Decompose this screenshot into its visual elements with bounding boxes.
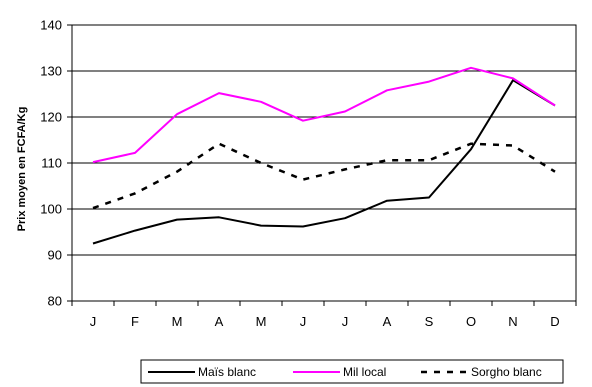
- gridlines: [72, 24, 576, 302]
- y-axis-title: Prix moyen en FCFA/Kg: [16, 107, 28, 232]
- y-tick-label: 100: [40, 202, 62, 217]
- x-tick-label: A: [383, 314, 392, 329]
- series-line-1: [92, 66, 556, 164]
- x-tick-label: M: [172, 314, 183, 329]
- x-tick-label: S: [425, 314, 434, 329]
- x-tick-label: J: [300, 314, 307, 329]
- series-line-0: [92, 79, 556, 245]
- x-tick-label: J: [342, 314, 349, 329]
- series-line-2: [92, 142, 556, 210]
- y-tick-label: 140: [40, 18, 62, 33]
- y-tick-label: 80: [48, 294, 62, 309]
- y-tick-label: 90: [48, 248, 62, 263]
- x-tick-label: J: [90, 314, 97, 329]
- y-tick-label: 110: [41, 156, 62, 171]
- legend-label: Sorgho blanc: [471, 365, 542, 379]
- y-tick-label: 130: [40, 64, 62, 79]
- legend-label: Mil local: [343, 365, 386, 379]
- legend: Maïs blanc Mil local Sorgho blanc: [140, 359, 564, 384]
- x-tick-label: N: [508, 314, 517, 329]
- x-tick-label: D: [550, 314, 559, 329]
- series-lines: [92, 66, 556, 245]
- legend-label: Maïs blanc: [198, 365, 256, 379]
- x-tick-label: O: [466, 314, 476, 329]
- x-tick-label: M: [256, 314, 267, 329]
- legend-box: [140, 359, 564, 384]
- x-tick-label: A: [215, 314, 224, 329]
- y-tick-label: 120: [40, 110, 62, 125]
- y-axis-ticks: 80 90 100 110 120 130 140: [40, 18, 72, 309]
- x-tick-label: F: [131, 314, 139, 329]
